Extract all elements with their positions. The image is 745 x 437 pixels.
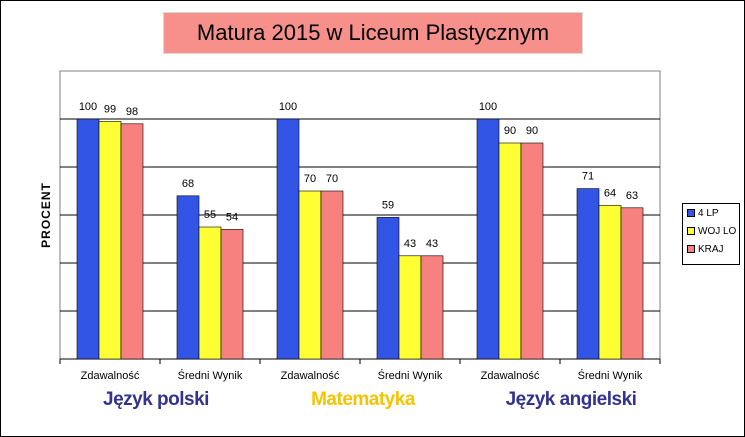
bar xyxy=(98,121,122,360)
legend-item-4lp: 4 LP xyxy=(683,204,739,222)
group-label-polski: Język polski xyxy=(103,389,209,410)
data-label: 43 xyxy=(404,238,416,250)
data-label: 70 xyxy=(326,173,338,185)
data-label: 98 xyxy=(126,106,138,118)
group-label-matematyka: Matematyka xyxy=(311,389,415,410)
bar xyxy=(598,205,622,360)
data-label: 100 xyxy=(79,101,97,113)
chart-title: Matura 2015 w Liceum Plastycznym xyxy=(163,12,583,54)
bar xyxy=(398,255,422,360)
data-label: 99 xyxy=(104,103,116,115)
data-label: 63 xyxy=(626,190,638,202)
legend-item-woj-lo: WOJ LO xyxy=(683,222,739,240)
data-label: 90 xyxy=(504,125,516,137)
bar xyxy=(420,255,444,360)
data-label: 59 xyxy=(382,199,394,211)
data-label: 55 xyxy=(204,209,216,221)
bar xyxy=(520,142,544,360)
x-tick-label: Zdawalność xyxy=(481,370,540,382)
data-label: 54 xyxy=(226,211,238,223)
legend-swatch-kraj xyxy=(687,245,695,253)
data-label: 71 xyxy=(582,171,594,183)
legend-label-4lp: 4 LP xyxy=(698,207,719,219)
data-label: 100 xyxy=(479,101,497,113)
bar xyxy=(498,142,522,360)
bar xyxy=(220,229,244,360)
x-tick-label: Średni Wynik xyxy=(378,369,443,382)
data-label: 100 xyxy=(279,101,297,113)
data-label: 64 xyxy=(604,187,616,199)
legend-item-kraj: KRAJ xyxy=(683,240,739,258)
bar xyxy=(620,207,644,360)
legend: 4 LP WOJ LO KRAJ xyxy=(682,203,740,265)
bar xyxy=(576,188,600,360)
bar xyxy=(320,190,344,360)
x-tick-label: Zdawalność xyxy=(81,370,140,382)
data-label: 68 xyxy=(182,178,194,190)
legend-swatch-4lp xyxy=(687,209,695,217)
group-label-angielski: Język angielski xyxy=(505,389,637,410)
data-label: 70 xyxy=(304,173,316,185)
data-label: 90 xyxy=(526,125,538,137)
bar xyxy=(376,217,400,360)
bar xyxy=(76,118,100,360)
bar xyxy=(276,118,300,360)
bar xyxy=(120,123,144,360)
bar xyxy=(198,226,222,360)
bar xyxy=(176,195,200,360)
x-tick-label: Średni Wynik xyxy=(178,369,243,382)
bar xyxy=(476,118,500,360)
x-tick-label: Średni Wynik xyxy=(578,369,643,382)
x-tick-label: Zdawalność xyxy=(281,370,340,382)
legend-label-kraj: KRAJ xyxy=(698,243,724,255)
legend-swatch-woj-lo xyxy=(687,227,695,235)
data-label: 43 xyxy=(426,238,438,250)
bar xyxy=(298,190,322,360)
legend-label-woj-lo: WOJ LO xyxy=(698,225,737,237)
